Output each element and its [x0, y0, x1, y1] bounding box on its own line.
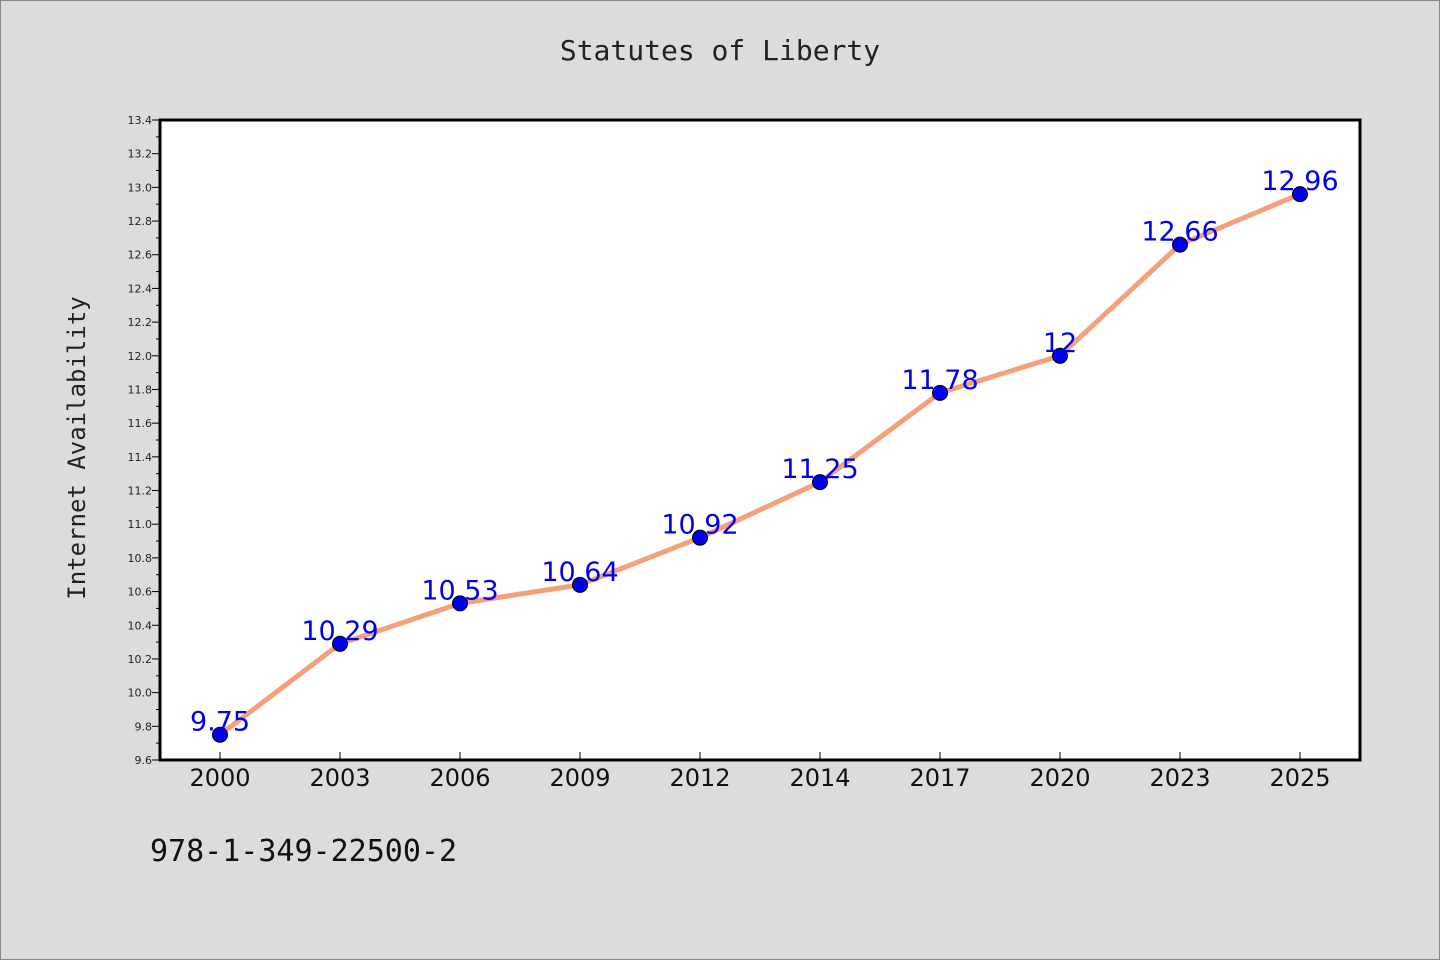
data-label: 12.66: [1141, 217, 1218, 248]
x-axis: 2000 2003 2006 2009 2012 2014 2017 2020 2023 2025: [189, 752, 1331, 792]
y-tick-label: 12.4: [128, 282, 153, 295]
x-tick-label: 2017: [909, 764, 970, 792]
y-tick-label: 10.0: [128, 687, 153, 700]
y-tick-label: 13.0: [128, 181, 153, 194]
data-label: 12.96: [1261, 166, 1338, 197]
y-tick-label: 12.0: [128, 350, 153, 363]
x-tick-label: 2012: [669, 764, 730, 792]
data-point: [1172, 236, 1188, 253]
x-tick-label: 2014: [789, 764, 850, 792]
x-tick-label: 2006: [429, 764, 490, 792]
y-tick-label: 11.2: [128, 485, 153, 498]
y-tick-label: 13.2: [128, 148, 153, 161]
data-point: [932, 384, 948, 401]
x-tick-label: 2000: [189, 764, 250, 792]
plot-area: [158, 118, 1362, 762]
isbn-text: 978-1-349-22500-2: [150, 834, 458, 869]
y-tick-label: 11.4: [128, 451, 153, 464]
data-label: 11.78: [901, 365, 978, 396]
data-label: 10.53: [421, 575, 498, 606]
data-point: [1292, 186, 1308, 203]
x-tick-label: 2023: [1149, 764, 1210, 792]
data-point: [812, 474, 828, 491]
data-point: [452, 595, 468, 612]
y-tick-label: 11.6: [128, 417, 153, 430]
data-label: 10.92: [661, 510, 738, 541]
data-point: [692, 529, 708, 546]
x-tick-label: 2003: [309, 764, 370, 792]
data-label: 9.75: [190, 707, 250, 738]
data-point: [212, 726, 228, 743]
data-point: [332, 635, 348, 652]
y-tick-label: 10.4: [128, 619, 153, 632]
data-label: 10.29: [301, 616, 378, 647]
y-tick-label: 11.0: [128, 518, 153, 531]
data-label: 10.64: [541, 557, 618, 588]
y-tick-label: 11.8: [128, 383, 153, 396]
y-tick-label: 12.6: [128, 249, 153, 262]
y-tick-label: 9.6: [135, 754, 153, 767]
y-tick-label: 13.4: [128, 114, 153, 127]
y-tick-label: 12.2: [128, 316, 153, 329]
y-tick-label: 9.8: [135, 720, 153, 733]
x-tick-label: 2025: [1269, 764, 1330, 792]
series-line: [217, 191, 1303, 738]
data-label: 11.25: [781, 454, 858, 485]
series-0: 9.75 10.29 10.53 10.64 10.92 11.25 11.78 12 12.6…: [190, 166, 1339, 743]
x-tick-label: 2009: [549, 764, 610, 792]
y-tick-label: 10.6: [128, 586, 153, 599]
y-axis: 9.6 9.8 10.0 10.2 10.4 10.6 10.8 11.0 11.2 11.4 11…: [128, 114, 160, 767]
data-point: [1052, 347, 1068, 364]
y-tick-label: 12.8: [128, 215, 153, 228]
y-tick-label: 10.2: [128, 653, 153, 666]
data-label: 12: [1043, 328, 1077, 359]
x-tick-label: 2020: [1029, 764, 1090, 792]
y-tick-label: 10.8: [128, 552, 153, 565]
chart-title: Statutes of Liberty: [559, 34, 881, 67]
data-point: [572, 576, 588, 593]
